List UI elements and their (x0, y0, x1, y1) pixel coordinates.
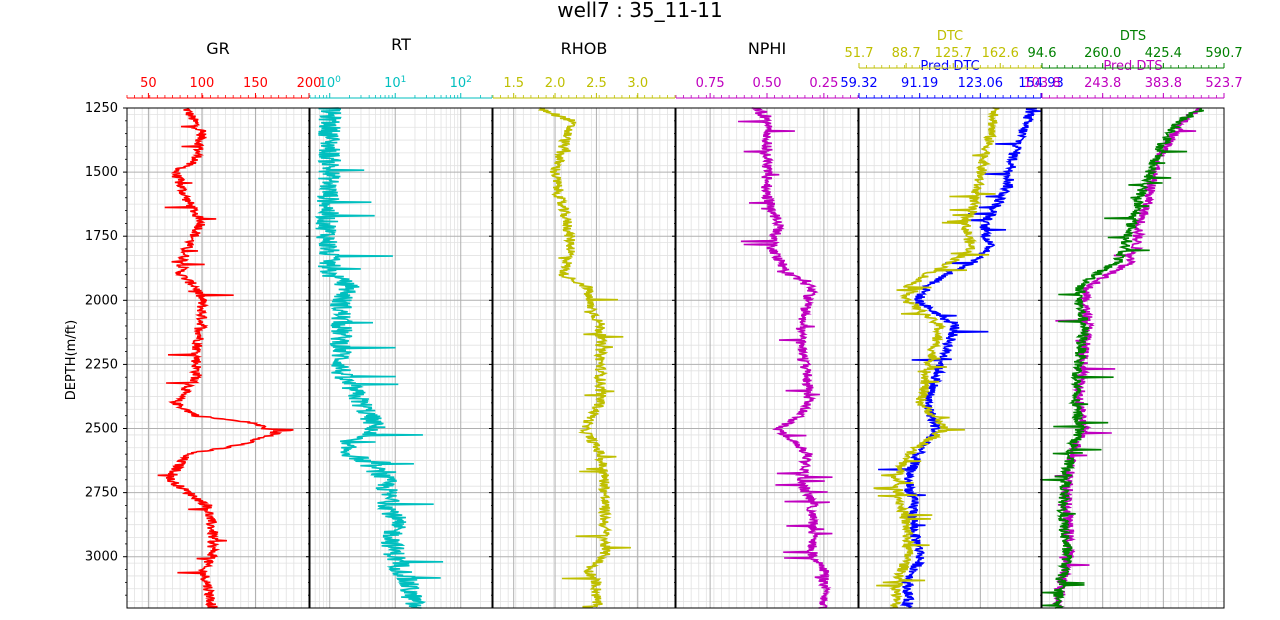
track-frame (858, 107, 1042, 609)
axis-tick-label: 260.0 (1084, 46, 1121, 61)
axis-tick-label: 243.8 (1084, 76, 1121, 91)
axis-tick-label: 0.25 (809, 76, 838, 91)
depth-tick-label: 2500 (85, 422, 118, 437)
axis-tick-label: 51.7 (845, 46, 874, 61)
axis-tick-label: 0.75 (696, 76, 725, 91)
axis-tick-label: 200 (297, 76, 322, 91)
track-3: 1.5 2.0 2.5 3.0 RHOB (489, 39, 676, 609)
axis-tick-label: 125.7 (935, 46, 972, 61)
depth-tick-label: 2250 (85, 357, 118, 372)
track-4: 0.75 0.50 0.25 NPHI (672, 39, 859, 609)
depth-tick-label: 1250 (85, 101, 118, 116)
axis-tick-label: 383.8 (1145, 76, 1182, 91)
curve-dtc (873, 107, 1000, 609)
depth-tick-label: 2000 (85, 293, 118, 308)
depth-tick-label: 3000 (85, 550, 118, 565)
axis-tick-label: 103.8 (1023, 76, 1060, 91)
axis-tick-label: 2.0 (545, 76, 566, 91)
axis-tick-label: 162.6 (982, 46, 1019, 61)
axis-tick-label: 88.7 (892, 46, 921, 61)
track-title: RT (391, 35, 411, 54)
track-frame (492, 107, 676, 609)
track-1: 50 100 150 200 GR (123, 39, 322, 609)
curve-dts (1042, 107, 1204, 609)
figure-title: well7 : 35_11-11 (557, 0, 723, 22)
axis-tick-label: 590.7 (1205, 46, 1242, 61)
curve-rhob (538, 107, 631, 609)
depth-tick-label: 1500 (85, 165, 118, 180)
curve-gr (157, 107, 294, 609)
axis-tick-label: 94.6 (1028, 46, 1057, 61)
track-frame (1041, 107, 1225, 609)
curve-rt (314, 107, 444, 609)
track-title: RHOB (561, 39, 608, 58)
track-frame (309, 107, 493, 609)
axis-tick-label: 123.06 (958, 76, 1004, 91)
axis-tick-label: 1.5 (503, 76, 524, 91)
axis-tick-label: 102 (450, 75, 472, 91)
axis-tick-label: 523.7 (1205, 76, 1242, 91)
axis-tick-label: 100 (319, 75, 342, 91)
axis-tick-label: 154.93 (1018, 76, 1064, 91)
axis-tick-label: 150 (243, 76, 268, 91)
axis-tick-exponent: 2 (466, 75, 472, 85)
curve-label: DTS (1120, 29, 1146, 44)
axis-tick-label: 91.19 (901, 76, 938, 91)
track-title: NPHI (748, 39, 786, 58)
axis-tick-label: 101 (384, 75, 406, 91)
axis-tick-label: 0.50 (753, 76, 782, 91)
track-frame (126, 107, 310, 609)
axis-tick-label: 100 (190, 76, 215, 91)
axis-tick-label: 425.4 (1145, 46, 1182, 61)
axis-tick-label: 50 (140, 76, 157, 91)
curve-label: DTC (937, 29, 963, 44)
curve-nphi (737, 107, 833, 609)
axis-tick-label: 2.5 (586, 76, 607, 91)
track-title: GR (206, 39, 230, 58)
depth-tick-label: 1750 (85, 229, 118, 244)
axis-tick-label: 3.0 (627, 76, 648, 91)
axis-tick-exponent: 1 (401, 75, 407, 85)
axis-tick-label: 59.32 (840, 76, 877, 91)
depth-axis-label: DEPTH(m/ft) (64, 320, 79, 400)
axis-tick-exponent: 0 (335, 75, 341, 85)
depth-tick-label: 2750 (85, 486, 118, 501)
track-frame (675, 107, 859, 609)
